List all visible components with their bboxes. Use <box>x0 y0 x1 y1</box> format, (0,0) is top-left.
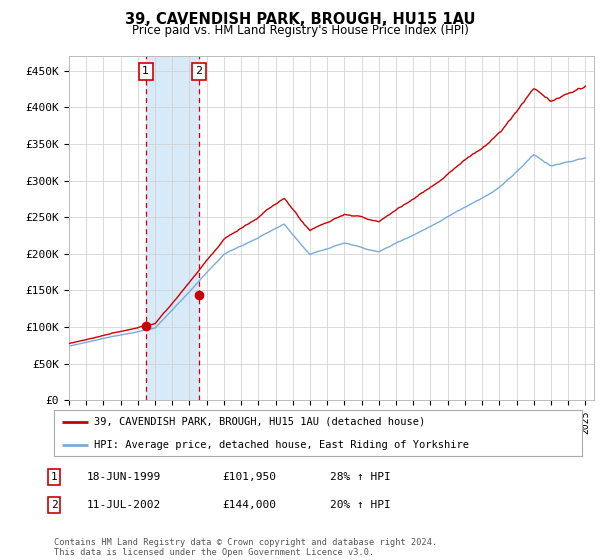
Text: £144,000: £144,000 <box>222 500 276 510</box>
Text: 39, CAVENDISH PARK, BROUGH, HU15 1AU (detached house): 39, CAVENDISH PARK, BROUGH, HU15 1AU (de… <box>94 417 425 427</box>
Text: 1: 1 <box>142 66 149 76</box>
Text: 20% ↑ HPI: 20% ↑ HPI <box>330 500 391 510</box>
Text: Price paid vs. HM Land Registry's House Price Index (HPI): Price paid vs. HM Land Registry's House … <box>131 24 469 36</box>
Text: HPI: Average price, detached house, East Riding of Yorkshire: HPI: Average price, detached house, East… <box>94 440 469 450</box>
Text: 1: 1 <box>50 472 58 482</box>
Bar <box>146 56 199 400</box>
Text: £101,950: £101,950 <box>222 472 276 482</box>
Text: 39, CAVENDISH PARK, BROUGH, HU15 1AU: 39, CAVENDISH PARK, BROUGH, HU15 1AU <box>125 12 475 27</box>
Text: 28% ↑ HPI: 28% ↑ HPI <box>330 472 391 482</box>
Text: 18-JUN-1999: 18-JUN-1999 <box>87 472 161 482</box>
Text: 2: 2 <box>50 500 58 510</box>
Text: Contains HM Land Registry data © Crown copyright and database right 2024.
This d: Contains HM Land Registry data © Crown c… <box>54 538 437 557</box>
Text: 2: 2 <box>195 66 202 76</box>
Text: 11-JUL-2002: 11-JUL-2002 <box>87 500 161 510</box>
